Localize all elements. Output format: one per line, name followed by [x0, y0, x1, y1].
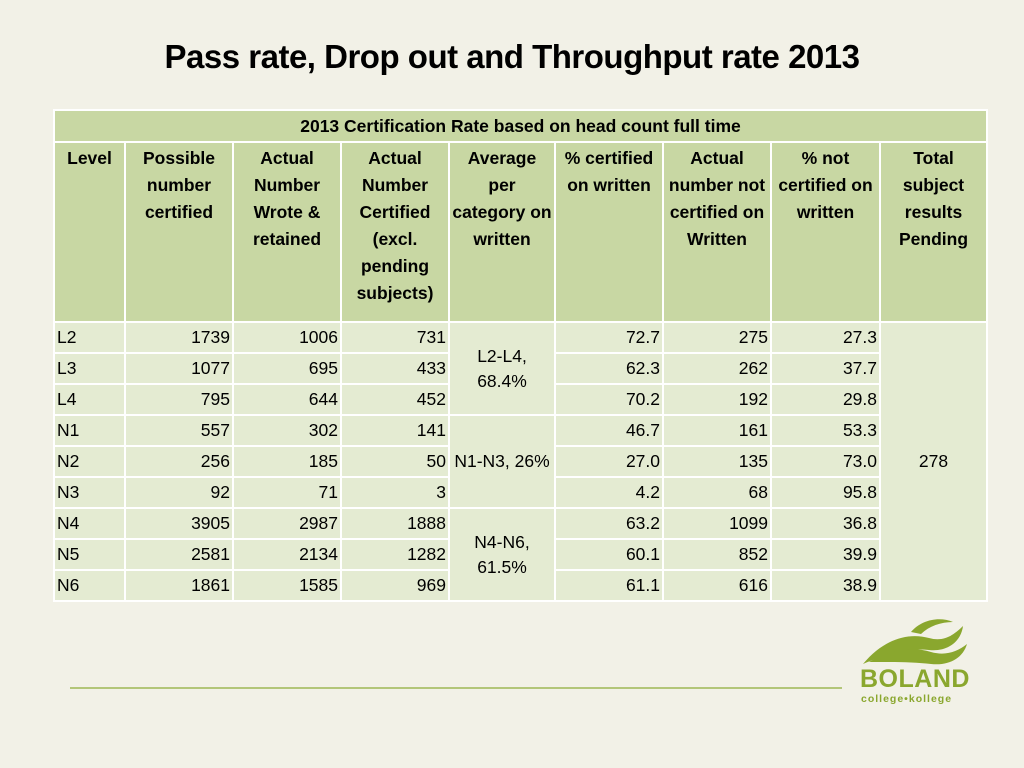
- cell-level: N3: [53, 476, 126, 509]
- cell-possible: 1077: [124, 352, 234, 385]
- cell-not-certified: 161: [662, 414, 772, 447]
- cell-pct-certified: 61.1: [554, 569, 664, 602]
- cell-certified: 433: [340, 352, 450, 385]
- slide-title: Pass rate, Drop out and Throughput rate …: [164, 38, 860, 75]
- cell-level: L2: [53, 321, 126, 354]
- col-header-pending: Total subject results Pending: [879, 141, 988, 323]
- cell-certified: 452: [340, 383, 450, 416]
- table-caption: 2013 Certification Rate based on head co…: [53, 109, 988, 143]
- cell-average-n1-n3: N1-N3, 26%: [448, 414, 556, 509]
- cell-possible: 557: [124, 414, 234, 447]
- cell-pct-not-certified: 38.9: [770, 569, 881, 602]
- col-header-certified: Actual Number Certified (excl. pending s…: [340, 141, 450, 323]
- cell-level: N6: [53, 569, 126, 602]
- table-row: L3 1077 695 433 62.3 262 37.7: [53, 352, 987, 385]
- cell-pct-certified: 62.3: [554, 352, 664, 385]
- cell-possible: 2581: [124, 538, 234, 571]
- cell-not-certified: 616: [662, 569, 772, 602]
- cell-certified: 731: [340, 321, 450, 354]
- cell-level: L4: [53, 383, 126, 416]
- cell-not-certified: 262: [662, 352, 772, 385]
- cell-wrote: 2134: [232, 538, 342, 571]
- boland-logo-waves-icon: [863, 619, 967, 665]
- table-row: N5 2581 2134 1282 60.1 852 39.9: [53, 538, 987, 571]
- cell-pct-certified: 27.0: [554, 445, 664, 478]
- cell-pct-not-certified: 53.3: [770, 414, 881, 447]
- cell-wrote: 185: [232, 445, 342, 478]
- table-row: L2 1739 1006 731 L2-L4, 68.4% 72.7 275 2…: [53, 321, 988, 602]
- cell-not-certified: 135: [662, 445, 772, 478]
- cell-certified: 1282: [340, 538, 450, 571]
- cell-wrote: 1585: [232, 569, 342, 602]
- logo-wordmark: BOLAND: [860, 665, 970, 693]
- col-header-average: Average per category on written: [448, 141, 556, 323]
- table-row: N6 1861 1585 969 61.1 616 38.9: [53, 569, 987, 602]
- logo-subtitle: college•kollege: [861, 693, 953, 705]
- cell-not-certified: 1099: [662, 507, 772, 540]
- cell-certified: 3: [340, 476, 450, 509]
- col-header-possible: Possible number certified: [124, 141, 234, 323]
- cell-wrote: 695: [232, 352, 342, 385]
- table-row: N1 557 302 141 N1-N3, 26% 46.7 161 53.3: [53, 414, 987, 509]
- table-row: N3 92 71 3 4.2 68 95.8: [53, 476, 987, 509]
- cell-possible: 256: [124, 445, 234, 478]
- col-header-wrote: Actual Number Wrote & retained: [232, 141, 342, 323]
- col-header-level: Level: [53, 141, 126, 323]
- cell-pct-not-certified: 95.8: [770, 476, 881, 509]
- cell-possible: 795: [124, 383, 234, 416]
- cell-pct-not-certified: 37.7: [770, 352, 881, 385]
- footer-divider: [70, 687, 842, 689]
- cell-pct-not-certified: 27.3: [770, 321, 881, 354]
- col-header-not-certified: Actual number not certified on Written: [662, 141, 772, 323]
- cell-pct-not-certified: 29.8: [770, 383, 881, 416]
- cell-possible: 1739: [124, 321, 234, 354]
- cell-pct-certified: 4.2: [554, 476, 664, 509]
- cell-wrote: 2987: [232, 507, 342, 540]
- cell-level: N5: [53, 538, 126, 571]
- cell-level: N4: [53, 507, 126, 540]
- col-header-pct-not-certified: % not certified on written: [770, 141, 881, 323]
- cell-average-l2-l4: L2-L4, 68.4%: [448, 321, 556, 416]
- cell-possible: 92: [124, 476, 234, 509]
- cell-pct-not-certified: 73.0: [770, 445, 881, 478]
- cell-level: N2: [53, 445, 126, 478]
- cell-wrote: 1006: [232, 321, 342, 354]
- cell-not-certified: 275: [662, 321, 772, 354]
- cell-possible: 1861: [124, 569, 234, 602]
- cell-pct-certified: 60.1: [554, 538, 664, 571]
- cell-possible: 3905: [124, 507, 234, 540]
- cell-level: L3: [53, 352, 126, 385]
- cell-average-n4-n6: N4-N6, 61.5%: [448, 507, 556, 602]
- cell-pct-not-certified: 39.9: [770, 538, 881, 571]
- cell-not-certified: 852: [662, 538, 772, 571]
- col-header-pct-certified: % certified on written: [554, 141, 664, 323]
- cell-level: N1: [53, 414, 126, 447]
- cell-pct-not-certified: 36.8: [770, 507, 881, 540]
- cell-certified: 969: [340, 569, 450, 602]
- cell-pct-certified: 63.2: [554, 507, 664, 540]
- table-row: N2 256 185 50 27.0 135 73.0: [53, 445, 987, 478]
- cell-pct-certified: 72.7: [554, 321, 664, 354]
- cell-not-certified: 192: [662, 383, 772, 416]
- cell-pct-certified: 46.7: [554, 414, 664, 447]
- table-row: N4 3905 2987 1888 N4-N6, 61.5% 63.2 1099…: [53, 507, 987, 602]
- cell-wrote: 644: [232, 383, 342, 416]
- cell-wrote: 71: [232, 476, 342, 509]
- cell-pending-total: 278: [879, 321, 988, 602]
- cell-wrote: 302: [232, 414, 342, 447]
- cell-certified: 1888: [340, 507, 450, 540]
- table-row: L4 795 644 452 70.2 192 29.8: [53, 383, 987, 416]
- cell-not-certified: 68: [662, 476, 772, 509]
- cell-pct-certified: 70.2: [554, 383, 664, 416]
- cell-certified: 141: [340, 414, 450, 447]
- certification-table: 2013 Certification Rate based on head co…: [53, 109, 988, 602]
- cell-certified: 50: [340, 445, 450, 478]
